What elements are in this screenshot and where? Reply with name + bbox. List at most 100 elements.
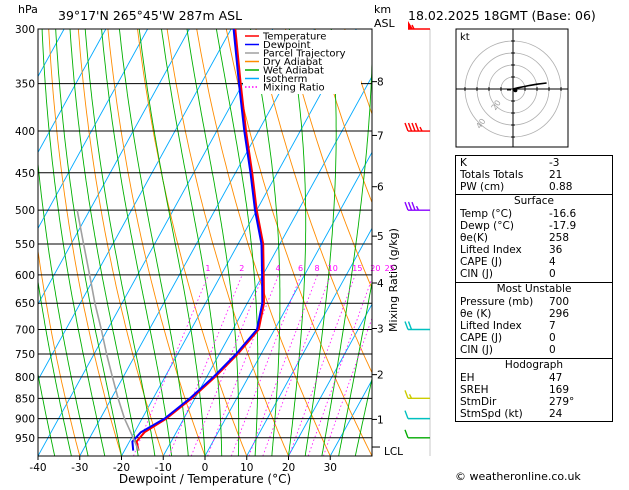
index-row: Dewp (°C) -17.9 — [456, 220, 612, 232]
pressure-tick-label: 650 — [15, 298, 35, 310]
index-row: EH 47 — [456, 372, 612, 384]
mixing-ratio-line — [249, 275, 318, 456]
station-title: 39°17'N 265°45'W 287m ASL — [58, 8, 242, 23]
index-row: θe (K)296 — [456, 308, 612, 320]
wet-adiabat-line — [56, 29, 122, 456]
wind-barb-feather — [409, 123, 412, 131]
index-key: K — [460, 157, 467, 169]
km-tick-label: 2 — [377, 370, 384, 382]
index-key: EH — [460, 372, 475, 384]
index-value: 279° — [549, 396, 574, 408]
wind-barb — [405, 430, 430, 438]
pressure-tick-label: 400 — [15, 126, 35, 138]
storm-motion-marker — [513, 88, 517, 92]
index-key: Lifted Index — [460, 320, 522, 332]
mixing-ratio-label: 15 — [352, 264, 362, 273]
pressure-tick-label: 600 — [15, 270, 35, 282]
pressure-tick-label: 300 — [15, 24, 35, 36]
mixing-ratio-line — [324, 275, 388, 456]
hodograph-title: Hodograph — [456, 359, 612, 372]
index-value: 700 — [549, 296, 569, 308]
wind-barb-feather — [412, 123, 415, 131]
hpa-label: hPa — [18, 3, 38, 16]
index-row: CAPE (J) 0 — [456, 332, 612, 344]
most-unstable-title: Most Unstable — [456, 283, 612, 296]
index-row: Pressure (mb) 700 — [456, 296, 612, 308]
wind-barb-feather — [405, 390, 408, 398]
lcl-label: LCL — [384, 446, 403, 458]
index-row: StmDir 279° — [456, 396, 612, 408]
pressure-tick-label: 950 — [15, 433, 35, 445]
pressure-tick-label: 900 — [15, 414, 35, 426]
index-row: θe(K) 258 — [456, 232, 612, 244]
mixing-ratio-label: 1 — [205, 264, 210, 273]
mixing-ratio-label: 6 — [298, 264, 303, 273]
mixing-ratio-label: 25 — [385, 264, 395, 273]
index-value: 0.88 — [549, 181, 572, 193]
mixing-ratio-axis-label: Mixing Ratio (g/kg) — [387, 228, 400, 332]
surface-title: Surface — [456, 195, 612, 208]
index-key: CIN (J) — [460, 344, 493, 356]
km-tick-label: 8 — [377, 77, 384, 89]
index-value: -16.6 — [549, 208, 576, 220]
pressure-tick-label: 500 — [15, 205, 35, 217]
wind-barb — [405, 322, 430, 330]
km-tick-label: 1 — [377, 414, 384, 426]
hodograph-table: EH 47 SREH 169 StmDir 279°StmSpd (kt)24 — [456, 372, 612, 421]
index-row: Temp (°C) -16.6 — [456, 208, 612, 220]
index-key: CIN (J) — [460, 268, 493, 280]
x-tick-label: 0 — [202, 462, 209, 474]
index-value: 0 — [549, 344, 556, 356]
index-value: 47 — [549, 372, 562, 384]
index-value: -3 — [549, 157, 559, 169]
index-key: Dewp (°C) — [460, 220, 514, 232]
index-key: θe(K) — [460, 232, 488, 244]
km-label: km — [374, 3, 391, 16]
index-row: CIN (J)0 — [456, 268, 612, 280]
asl-label: ASL — [374, 17, 396, 30]
index-row: K -3 — [456, 157, 612, 169]
x-tick-label: -40 — [29, 462, 46, 474]
index-key: Temp (°C) — [460, 208, 512, 220]
legend-entry: Mixing Ratio — [263, 83, 325, 94]
index-value: 258 — [549, 232, 569, 244]
x-tick-label: -20 — [113, 462, 130, 474]
km-tick-label: 7 — [377, 130, 384, 142]
index-key: StmDir — [460, 396, 496, 408]
x-tick-label: 30 — [324, 462, 337, 474]
wet-adiabat-line — [70, 29, 138, 456]
index-value: -17.9 — [549, 220, 576, 232]
index-key: CAPE (J) — [460, 332, 502, 344]
hodograph-unit-label: kt — [460, 32, 470, 43]
wind-barb-feather — [405, 430, 408, 438]
mixing-ratio-line — [208, 275, 279, 456]
mixing-ratio-label: 10 — [328, 264, 338, 273]
index-value: 7 — [549, 320, 556, 332]
index-value: 24 — [549, 408, 562, 420]
wind-barb-feather — [405, 322, 408, 330]
index-value: 169 — [549, 384, 569, 396]
index-row: PW (cm)0.88 — [456, 181, 612, 193]
pressure-tick-label: 750 — [15, 349, 35, 361]
pressure-tick-label: 350 — [15, 79, 35, 91]
wind-barb — [405, 202, 430, 210]
pressure-tick-label: 800 — [15, 372, 35, 384]
copyright-footer: © weatheronline.co.uk — [455, 470, 581, 483]
pressure-tick-label: 450 — [15, 168, 35, 180]
pressure-tick-label: 550 — [15, 239, 35, 251]
x-axis-label: Dewpoint / Temperature (°C) — [119, 472, 291, 486]
index-key: SREH — [460, 384, 489, 396]
wind-barb — [405, 123, 430, 131]
index-key: Pressure (mb) — [460, 296, 533, 308]
index-row: StmSpd (kt)24 — [456, 408, 612, 420]
index-key: CAPE (J) — [460, 256, 502, 268]
index-key: Lifted Index — [460, 244, 522, 256]
index-row: SREH 169 — [456, 384, 612, 396]
x-tick-label: -30 — [71, 462, 88, 474]
km-tick-label: 5 — [377, 231, 384, 243]
index-value: 0 — [549, 332, 556, 344]
